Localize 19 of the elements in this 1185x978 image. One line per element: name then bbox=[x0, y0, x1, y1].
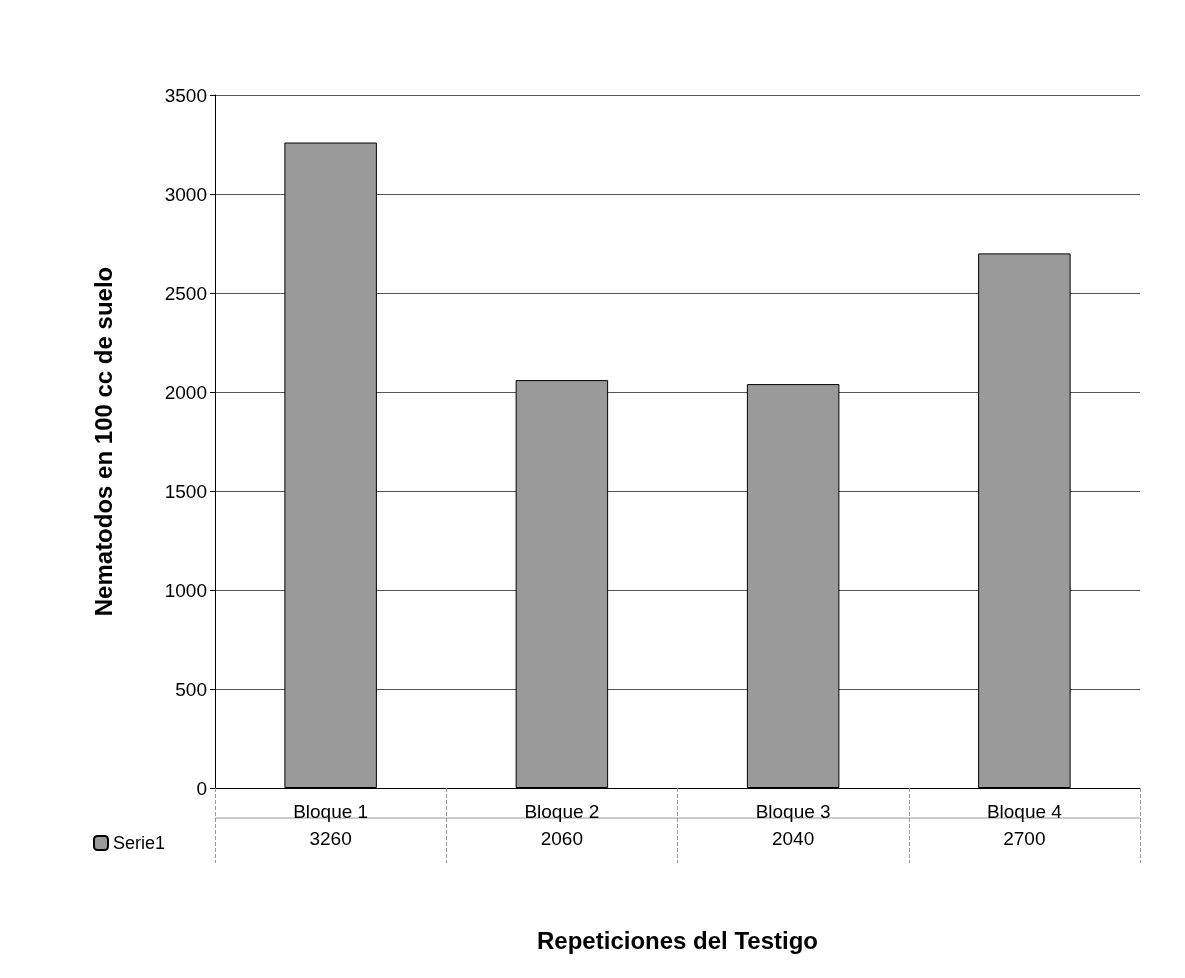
y-tick-label: 2000 bbox=[164, 381, 207, 403]
y-tick-label: 1000 bbox=[164, 579, 207, 601]
x-tick-label: Bloque 3 bbox=[755, 801, 831, 822]
y-tick-label: 500 bbox=[175, 678, 207, 700]
x-tick-label: Bloque 1 bbox=[293, 801, 369, 822]
y-tick-label: 1500 bbox=[164, 480, 207, 502]
data-label: 2060 bbox=[540, 827, 584, 849]
y-tick-label: 3000 bbox=[164, 183, 207, 205]
y-axis-title: Nematodos en 100 cc de suelo bbox=[89, 266, 117, 617]
data-label: 2700 bbox=[1003, 827, 1046, 849]
legend-label: Serie1 bbox=[113, 833, 166, 853]
x-tick-label: Bloque 4 bbox=[986, 801, 1063, 822]
y-tick-label: 2500 bbox=[164, 282, 207, 304]
data-label: 3260 bbox=[309, 827, 352, 849]
y-tick-label: 0 bbox=[196, 777, 207, 799]
x-tick-label: Bloque 2 bbox=[524, 801, 600, 822]
data-label: 2040 bbox=[771, 827, 815, 849]
y-tick-label: 3500 bbox=[164, 84, 207, 106]
x-axis-title: Repeticiones del Testigo bbox=[537, 926, 818, 954]
